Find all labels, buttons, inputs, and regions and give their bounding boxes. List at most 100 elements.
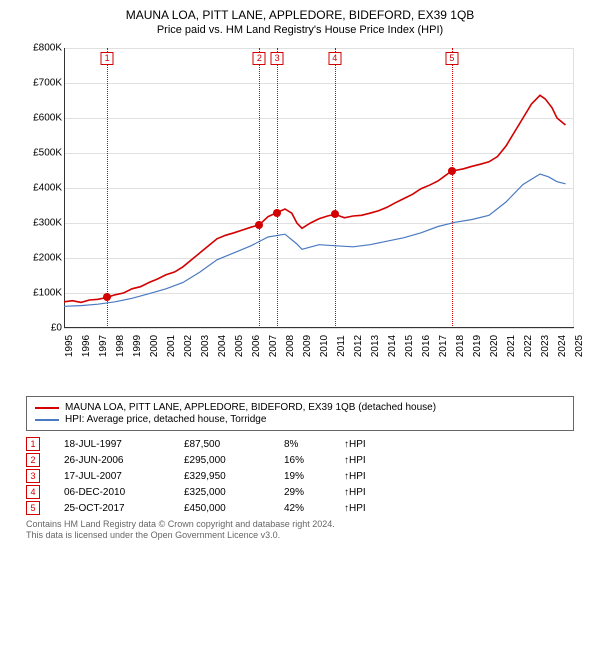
legend-swatch bbox=[35, 419, 59, 421]
sale-price: £87,500 bbox=[184, 439, 284, 450]
sale-index: 2 bbox=[26, 453, 40, 467]
sale-marker-point bbox=[448, 167, 456, 175]
sale-marker-point bbox=[331, 210, 339, 218]
sale-marker-label: 2 bbox=[253, 52, 266, 65]
y-tick-label: £100K bbox=[20, 288, 62, 299]
sale-marker-label: 3 bbox=[271, 52, 284, 65]
sale-row: 226-JUN-2006£295,00016%↑ HPI bbox=[26, 453, 574, 467]
sale-suffix: HPI bbox=[349, 471, 366, 482]
x-tick-label: 2004 bbox=[217, 335, 228, 357]
x-tick-label: 2002 bbox=[183, 335, 194, 357]
x-tick-label: 2010 bbox=[319, 335, 330, 357]
chart-title: MAUNA LOA, PITT LANE, APPLEDORE, BIDEFOR… bbox=[10, 8, 590, 22]
x-tick-label: 2012 bbox=[353, 335, 364, 357]
y-tick-label: £200K bbox=[20, 253, 62, 264]
sale-row: 317-JUL-2007£329,95019%↑ HPI bbox=[26, 469, 574, 483]
sale-date: 06-DEC-2010 bbox=[64, 487, 184, 498]
sale-suffix: HPI bbox=[349, 487, 366, 498]
sale-marker-line bbox=[277, 48, 278, 328]
sale-diff: 16% bbox=[284, 455, 344, 466]
sale-price: £329,950 bbox=[184, 471, 284, 482]
sale-marker-line bbox=[335, 48, 336, 328]
sale-row: 406-DEC-2010£325,00029%↑ HPI bbox=[26, 485, 574, 499]
x-tick-label: 2022 bbox=[523, 335, 534, 357]
chart-subtitle: Price paid vs. HM Land Registry's House … bbox=[10, 24, 590, 36]
sale-date: 18-JUL-1997 bbox=[64, 439, 184, 450]
plot-area: 12345 bbox=[64, 48, 574, 328]
gridline bbox=[64, 328, 574, 329]
sale-marker-label: 4 bbox=[328, 52, 341, 65]
y-tick-label: £800K bbox=[20, 43, 62, 54]
sale-index: 1 bbox=[26, 437, 40, 451]
chart: £0 £100K £200K £300K £400K £500K £600K £700K £80… bbox=[20, 42, 580, 382]
series-svg bbox=[64, 48, 574, 328]
y-tick-label: £300K bbox=[20, 218, 62, 229]
sale-date: 17-JUL-2007 bbox=[64, 471, 184, 482]
sale-suffix: HPI bbox=[349, 503, 366, 514]
sale-date: 26-JUN-2006 bbox=[64, 455, 184, 466]
sale-diff: 19% bbox=[284, 471, 344, 482]
y-tick-label: £500K bbox=[20, 148, 62, 159]
sale-marker-point bbox=[103, 293, 111, 301]
sale-marker-line bbox=[259, 48, 260, 328]
x-tick-label: 2001 bbox=[166, 335, 177, 357]
legend-swatch bbox=[35, 407, 59, 409]
legend-item: HPI: Average price, detached house, Torr… bbox=[35, 414, 565, 425]
x-tick-label: 2017 bbox=[438, 335, 449, 357]
x-tick-label: 2013 bbox=[370, 335, 381, 357]
x-tick-label: 2011 bbox=[336, 335, 347, 357]
x-tick-label: 2005 bbox=[234, 335, 245, 357]
x-tick-label: 2024 bbox=[557, 335, 568, 357]
legend-label: MAUNA LOA, PITT LANE, APPLEDORE, BIDEFOR… bbox=[65, 402, 436, 413]
x-tick-label: 2000 bbox=[149, 335, 160, 357]
x-tick-label: 1999 bbox=[132, 335, 143, 357]
x-tick-label: 2006 bbox=[251, 335, 262, 357]
y-tick-label: £600K bbox=[20, 113, 62, 124]
sale-row: 118-JUL-1997£87,5008%↑ HPI bbox=[26, 437, 574, 451]
sale-price: £295,000 bbox=[184, 455, 284, 466]
sale-index: 3 bbox=[26, 469, 40, 483]
y-tick-label: £400K bbox=[20, 183, 62, 194]
y-tick-label: £700K bbox=[20, 78, 62, 89]
x-axis bbox=[64, 327, 574, 328]
x-tick-label: 1998 bbox=[115, 335, 126, 357]
x-tick-label: 2020 bbox=[489, 335, 500, 357]
footer-line: Contains HM Land Registry data © Crown c… bbox=[26, 519, 574, 530]
x-tick-label: 1995 bbox=[64, 335, 75, 357]
x-tick-label: 2015 bbox=[404, 335, 415, 357]
sales-table: 118-JUL-1997£87,5008%↑ HPI226-JUN-2006£2… bbox=[26, 437, 574, 515]
x-tick-label: 2003 bbox=[200, 335, 211, 357]
x-tick-label: 2023 bbox=[540, 335, 551, 357]
sale-diff: 29% bbox=[284, 487, 344, 498]
x-tick-label: 1997 bbox=[98, 335, 109, 357]
x-tick-label: 2014 bbox=[387, 335, 398, 357]
sale-suffix: HPI bbox=[349, 439, 366, 450]
sale-marker-line bbox=[452, 48, 453, 328]
footer: Contains HM Land Registry data © Crown c… bbox=[26, 519, 574, 542]
x-tick-label: 2008 bbox=[285, 335, 296, 357]
sale-price: £325,000 bbox=[184, 487, 284, 498]
sale-diff: 8% bbox=[284, 439, 344, 450]
x-tick-label: 2018 bbox=[455, 335, 466, 357]
sale-marker-label: 5 bbox=[445, 52, 458, 65]
sale-date: 25-OCT-2017 bbox=[64, 503, 184, 514]
x-tick-label: 2007 bbox=[268, 335, 279, 357]
sale-row: 525-OCT-2017£450,00042%↑ HPI bbox=[26, 501, 574, 515]
sale-price: £450,000 bbox=[184, 503, 284, 514]
legend-label: HPI: Average price, detached house, Torr… bbox=[65, 414, 266, 425]
series-property bbox=[64, 95, 566, 302]
sale-suffix: HPI bbox=[349, 455, 366, 466]
sale-marker-point bbox=[255, 221, 263, 229]
sale-marker-label: 1 bbox=[101, 52, 114, 65]
sale-marker-line bbox=[107, 48, 108, 328]
x-tick-label: 2025 bbox=[574, 335, 585, 357]
sale-marker-point bbox=[273, 209, 281, 217]
y-tick-label: £0 bbox=[20, 323, 62, 334]
x-tick-label: 2016 bbox=[421, 335, 432, 357]
x-tick-label: 2021 bbox=[506, 335, 517, 357]
sale-index: 4 bbox=[26, 485, 40, 499]
sale-diff: 42% bbox=[284, 503, 344, 514]
footer-line: This data is licensed under the Open Gov… bbox=[26, 530, 574, 541]
legend: MAUNA LOA, PITT LANE, APPLEDORE, BIDEFOR… bbox=[26, 396, 574, 431]
x-tick-label: 2009 bbox=[302, 335, 313, 357]
